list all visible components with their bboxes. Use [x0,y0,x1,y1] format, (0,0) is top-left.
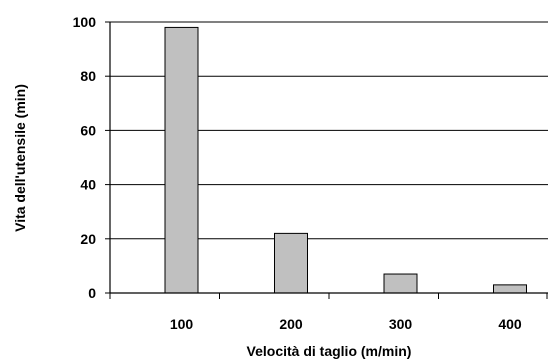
bar-300 [383,273,418,294]
x-tick-label-200: 200 [279,316,303,332]
bar-200 [274,232,308,294]
y-ticks: 0 20 40 60 80 100 [73,14,110,301]
y-tick-label: 80 [80,68,96,84]
y-tick-label: 40 [80,177,96,193]
x-tick-label-400: 400 [498,316,522,332]
bar-400 [493,284,527,294]
y-tick-label: 100 [73,14,97,30]
x-ticks: 100 200 300 400 [109,293,548,332]
x-tick-label-300: 300 [389,316,413,332]
x-tick-label-100: 100 [170,316,194,332]
y-tick-label: 60 [80,122,96,138]
x-axis-label: Velocità di taglio (m/min) [247,343,412,359]
bar-100 [164,26,199,294]
y-tick-label: 20 [80,231,96,247]
bars [164,26,527,294]
y-tick-label: 0 [88,285,96,301]
y-axis-label: Vita dell'utensile (min) [12,84,28,232]
